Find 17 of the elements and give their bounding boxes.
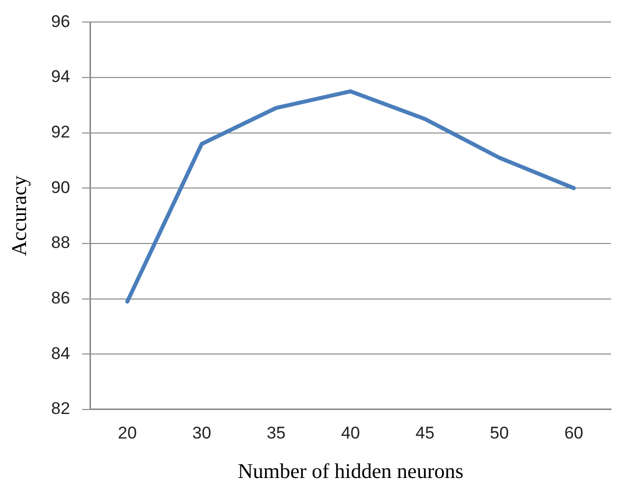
x-tick-label: 35: [266, 423, 286, 442]
y-tick-label: 86: [51, 288, 70, 308]
y-tick-label: 94: [51, 67, 70, 86]
y-tick-label: 84: [51, 344, 70, 363]
y-tick-label: 82: [51, 399, 70, 418]
x-tick-label: 60: [564, 423, 584, 442]
y-axis-title: Accuracy: [7, 175, 32, 256]
x-tick-label: 50: [490, 423, 509, 442]
x-tick-label: 20: [118, 423, 137, 442]
y-tick-label: 96: [51, 12, 70, 31]
x-tick-label: 40: [341, 423, 360, 442]
x-tick-label: 30: [192, 423, 212, 442]
x-axis-title: Number of hidden neurons: [238, 458, 464, 483]
y-tick-label: 90: [51, 178, 70, 197]
y-tick-label: 88: [51, 233, 70, 252]
y-tick-label: 92: [51, 122, 70, 142]
x-tick-label: 45: [416, 423, 434, 442]
